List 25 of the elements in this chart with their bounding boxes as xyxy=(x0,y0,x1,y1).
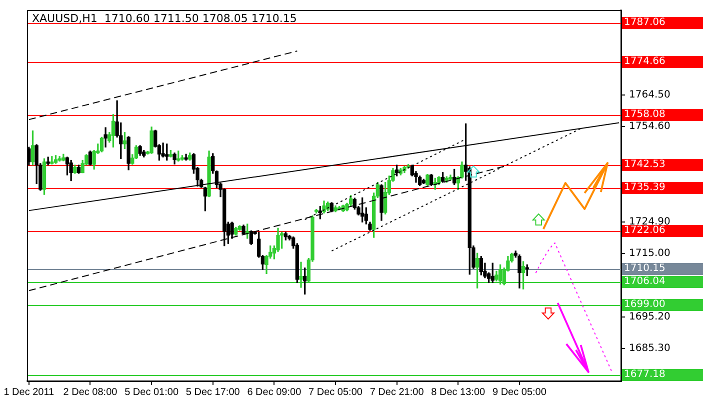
y-tick-label: 1695.20 xyxy=(629,312,670,323)
ref-line-label: 1735.39 xyxy=(622,182,703,194)
ref-line-label: 1758.08 xyxy=(622,109,703,122)
ref-line-label: 1774.66 xyxy=(622,56,703,68)
ref-line-label: 1722.06 xyxy=(622,224,703,237)
y-tick-label: 1685.30 xyxy=(629,343,670,354)
x-tick-label: 7 Dec 21:00 xyxy=(370,386,424,398)
x-tick-label: 7 Dec 05:00 xyxy=(308,386,363,398)
ref-line-label: 1742.53 xyxy=(622,159,703,172)
y-tick-label: 1715.00 xyxy=(629,248,670,260)
x-tick-label: 5 Dec 17:00 xyxy=(186,386,240,398)
ref-line-label: 1699.00 xyxy=(622,298,703,311)
x-tick-label: 2 Dec 08:00 xyxy=(63,386,118,398)
x-tick-label: 5 Dec 01:00 xyxy=(124,386,179,398)
x-tick-label: 1 Dec 2011 xyxy=(4,386,55,398)
ref-line-label: 1677.18 xyxy=(622,368,703,381)
y-tick-label: 1764.50 xyxy=(629,89,670,100)
y-tick-label: 1754.60 xyxy=(629,121,670,132)
ref-line-label: 1706.04 xyxy=(622,276,703,288)
x-tick-label: 6 Dec 09:00 xyxy=(247,386,302,398)
x-tick-label: 8 Dec 13:00 xyxy=(431,386,486,398)
ref-line-label: 1710.15 xyxy=(622,263,703,276)
x-tick-label: 9 Dec 05:00 xyxy=(492,386,547,398)
ref-line-label: 1787.06 xyxy=(622,16,703,29)
chart-title: XAUUSD,H1 1710.60 1711.50 1708.05 1710.15 xyxy=(32,12,297,25)
